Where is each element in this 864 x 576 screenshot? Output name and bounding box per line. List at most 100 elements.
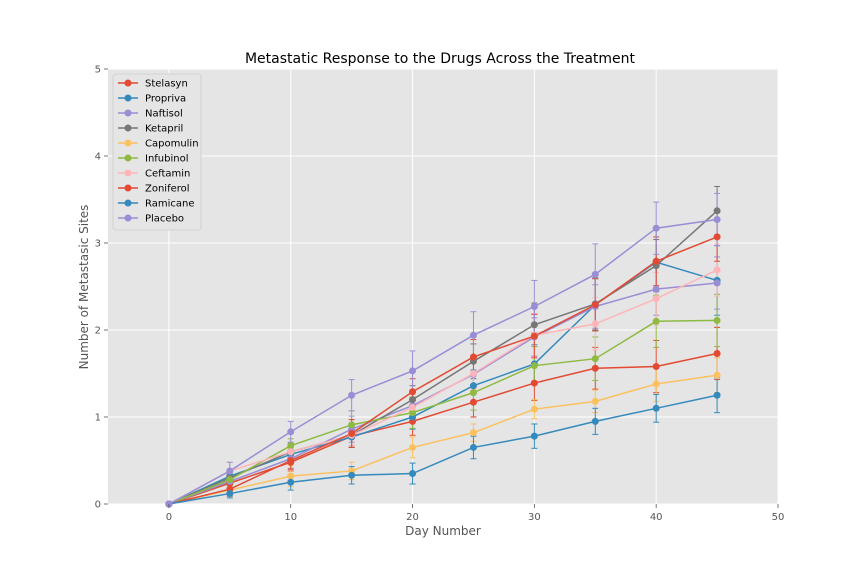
legend-label-ceftamin: Ceftamin [145, 169, 190, 180]
data-point-placebo [469, 331, 477, 339]
data-point-placebo [591, 270, 599, 278]
data-point-capomulin [409, 443, 417, 451]
grid-lines [108, 68, 779, 505]
data-point-capomulin [287, 472, 295, 480]
y-tick-label: 2 [95, 326, 101, 337]
legend-marker-placebo [124, 214, 132, 222]
x-axis-ticks: 0 10 20 30 40 50 [166, 504, 785, 523]
data-point-stelasyn [530, 379, 538, 387]
data-point-ramicane [469, 443, 477, 451]
series-line-placebo [168, 218, 718, 505]
legend-label-placebo: Placebo [145, 214, 184, 225]
x-tick-label: 30 [528, 512, 541, 523]
data-point-ramicane [287, 478, 295, 486]
y-tick-label: 5 [95, 65, 101, 76]
y-tick-label: 1 [95, 413, 101, 424]
data-point-placebo [287, 428, 295, 436]
data-point-ceftamin [287, 448, 295, 456]
data-point-placebo [409, 367, 417, 375]
y-tick-label: 3 [95, 239, 101, 250]
y-axis-ticks: 0 1 2 3 4 5 [95, 65, 108, 511]
data-point-ketapril [409, 396, 417, 404]
x-tick-label: 20 [406, 512, 419, 523]
legend-marker-ramicane [124, 199, 132, 207]
data-point-capomulin [713, 371, 721, 379]
data-point-stelasyn [591, 364, 599, 372]
data-point-placebo [226, 467, 234, 475]
data-point-capomulin [469, 429, 477, 437]
legend-marker-naftisol [124, 109, 132, 117]
data-point-ramicane [713, 391, 721, 399]
y-tick-label: 4 [95, 152, 101, 163]
data-point-ramicane [530, 432, 538, 440]
series-line-infubinol [168, 319, 718, 505]
legend-marker-ketapril [124, 124, 132, 132]
legend-label-zoniferol: Zoniferol [145, 184, 190, 195]
data-point-infubinol [409, 409, 417, 417]
legend-marker-zoniferol [124, 184, 132, 192]
y-tick-label: 0 [95, 500, 101, 511]
x-tick-label: 0 [166, 512, 172, 523]
data-point-zoniferol [469, 353, 477, 361]
series-line-capomulin [168, 374, 718, 505]
legend-marker-stelasyn [124, 79, 132, 87]
legend-label-naftisol: Naftisol [145, 109, 183, 120]
legend: Stelasyn Propriva Naftisol Ketapril Capomuli… [112, 73, 202, 231]
data-point-zoniferol [713, 233, 721, 241]
series-line-ketapril [168, 210, 718, 505]
data-point-capomulin [652, 380, 660, 388]
data-point-stelasyn [713, 349, 721, 357]
data-point-zoniferol [287, 457, 295, 464]
legend-label-ramicane: Ramicane [145, 199, 195, 210]
data-point-placebo [530, 303, 538, 311]
data-point-stelasyn [652, 363, 660, 371]
data-point-propriva [469, 382, 477, 390]
legend-marker-capomulin [124, 139, 132, 147]
series-line-zoniferol [168, 236, 718, 505]
data-point-zoniferol [348, 430, 356, 438]
data-point-zoniferol [409, 388, 417, 396]
data-point-infubinol [226, 476, 234, 484]
data-point-naftisol [652, 285, 660, 293]
data-point-placebo [652, 224, 660, 232]
data-point-ketapril [713, 207, 721, 215]
legend-label-ketapril: Ketapril [145, 124, 183, 135]
data-point-infubinol [713, 316, 721, 324]
data-point-ceftamin [469, 370, 477, 377]
y-axis-label: Number of Metastasic Sites [77, 205, 91, 370]
data-point-zoniferol [530, 332, 538, 340]
x-tick-label: 10 [284, 512, 297, 523]
data-point-ramicane [226, 490, 234, 498]
legend-label-capomulin: Capomulin [145, 139, 199, 150]
x-axis-label: Day Number [405, 524, 481, 538]
series-line-ramicane [168, 394, 718, 505]
plot-background [108, 69, 778, 504]
series-line-ceftamin [168, 269, 718, 505]
data-point-infubinol [652, 317, 660, 325]
x-tick-label: 50 [772, 512, 785, 523]
data-point-placebo [348, 391, 356, 399]
chart-title: Metastatic Response to the Drugs Across … [245, 51, 636, 67]
data-point-ramicane [348, 471, 356, 479]
data-point-ceftamin [409, 403, 417, 411]
data-point-infubinol [530, 362, 538, 370]
data-point-ceftamin [652, 295, 660, 303]
x-tick-label: 40 [650, 512, 663, 523]
data-point-stelasyn [469, 398, 477, 406]
data-point-ramicane [591, 417, 599, 425]
legend-label-stelasyn: Stelasyn [145, 79, 188, 90]
series-markers [165, 207, 721, 508]
data-point-zoniferol [591, 301, 599, 309]
data-point-placebo [713, 216, 721, 224]
data-point-ramicane [409, 470, 417, 478]
data-point-ceftamin [713, 266, 721, 274]
data-point-zoniferol [652, 257, 660, 265]
series-line-stelasyn [168, 352, 718, 505]
data-point-infubinol [591, 355, 599, 363]
legend-label-infubinol: Infubinol [145, 154, 189, 165]
data-point-infubinol [287, 442, 295, 450]
legend-marker-infubinol [124, 154, 132, 162]
series-lines [168, 210, 718, 505]
data-point-infubinol [469, 389, 477, 397]
